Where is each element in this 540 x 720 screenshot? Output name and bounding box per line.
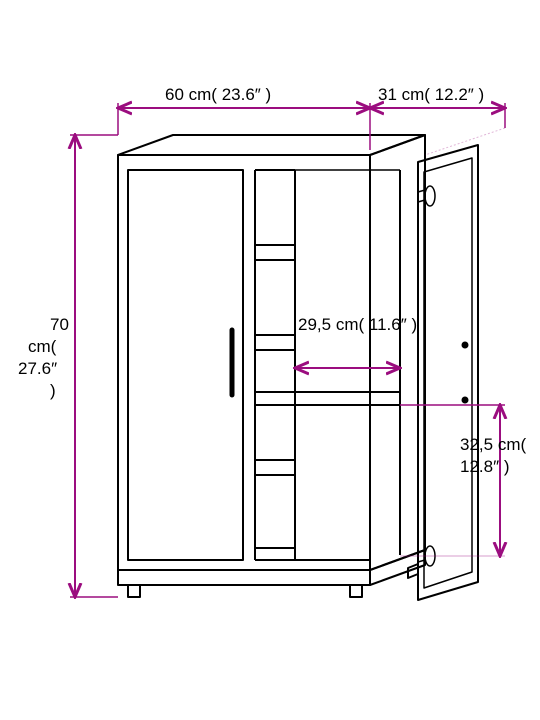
label-shelf: 29,5 cm( 11.6″ ) [298, 315, 417, 334]
label-depth: 31 cm( 12.2″ ) [378, 85, 484, 104]
label-inner: 32,5 cm( 12.8″ ) [460, 435, 531, 476]
label-width: 60 cm( 23.6″ ) [165, 85, 271, 104]
label-height: 70 cm( 27.6″ ) [18, 315, 74, 400]
